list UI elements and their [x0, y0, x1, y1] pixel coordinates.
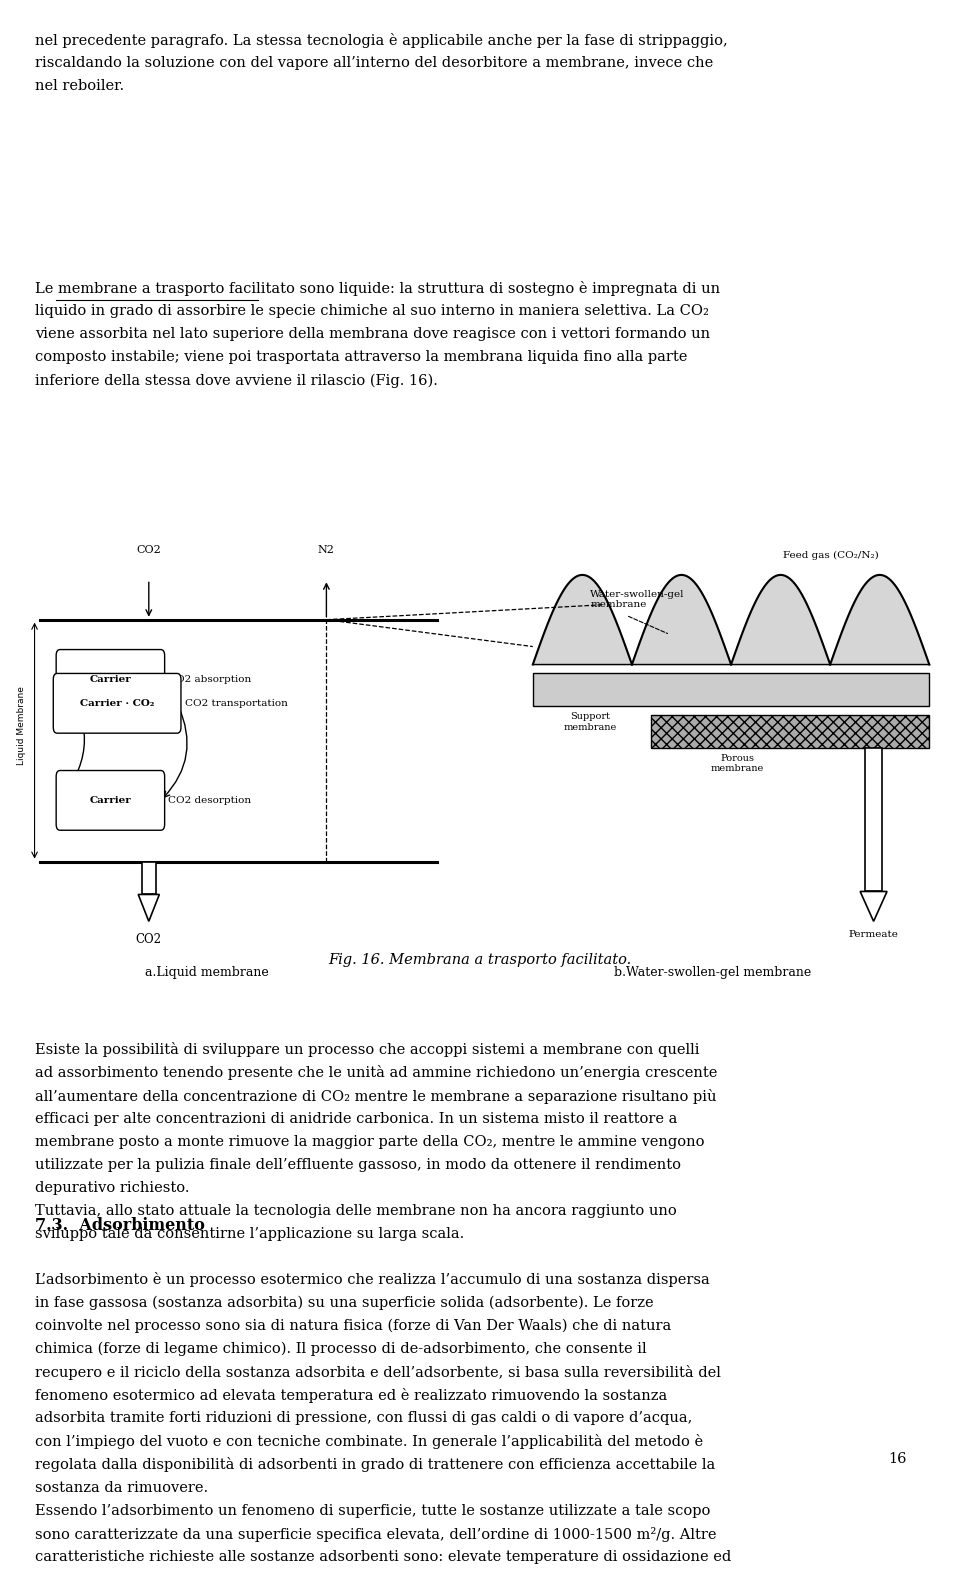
- Text: coinvolte nel processo sono sia di natura fisica (forze di Van Der Waals) che di: coinvolte nel processo sono sia di natur…: [35, 1319, 671, 1333]
- Text: 7.3.  Adsorbimento: 7.3. Adsorbimento: [35, 1217, 204, 1234]
- Text: sostanza da rimuovere.: sostanza da rimuovere.: [35, 1481, 208, 1495]
- FancyBboxPatch shape: [56, 649, 165, 709]
- Text: Carrier: Carrier: [89, 674, 132, 684]
- Text: in fase gassosa (sostanza adsorbita) su una superficie solida (adsorbente). Le f: in fase gassosa (sostanza adsorbita) su …: [35, 1295, 654, 1309]
- Text: Porous
membrane: Porous membrane: [710, 755, 764, 773]
- Text: inferiore della stessa dove avviene il rilascio (Fig. 16).: inferiore della stessa dove avviene il r…: [35, 373, 438, 388]
- Bar: [533, 673, 929, 706]
- Text: utilizzate per la pulizia finale dell’effluente gassoso, in modo da ottenere il : utilizzate per la pulizia finale dell’ef…: [35, 1159, 681, 1173]
- Text: recupero e il riciclo della sostanza adsorbita e dell’adsorbente, si basa sulla : recupero e il riciclo della sostanza ads…: [35, 1364, 721, 1380]
- Text: b.Water-swollen-gel membrane: b.Water-swollen-gel membrane: [613, 967, 811, 979]
- Text: fenomeno esotermico ad elevata temperatura ed è realizzato rimuovendo la sostanz: fenomeno esotermico ad elevata temperatu…: [35, 1388, 667, 1402]
- Text: sono caratterizzate da una superficie specifica elevata, dell’ordine di 1000-150: sono caratterizzate da una superficie sp…: [35, 1526, 716, 1542]
- Text: caratteristiche richieste alle sostanze adsorbenti sono: elevate temperature di : caratteristiche richieste alle sostanze …: [35, 1550, 732, 1564]
- Text: nel reboiler.: nel reboiler.: [35, 79, 124, 93]
- Text: 16: 16: [888, 1453, 907, 1467]
- Polygon shape: [860, 891, 887, 921]
- Text: CO2 transportation: CO2 transportation: [184, 700, 288, 707]
- Text: liquido in grado di assorbire le specie chimiche al suo interno in maniera selet: liquido in grado di assorbire le specie …: [35, 303, 708, 318]
- Text: nel precedente paragrafo. La stessa tecnologia è applicabile anche per la fase d: nel precedente paragrafo. La stessa tecn…: [35, 33, 728, 47]
- FancyBboxPatch shape: [53, 673, 180, 733]
- Text: a.Liquid membrane: a.Liquid membrane: [145, 967, 268, 979]
- Text: Water-swollen-gel
membrane: Water-swollen-gel membrane: [590, 590, 684, 610]
- Bar: [651, 715, 929, 748]
- Text: depurativo richiesto.: depurativo richiesto.: [35, 1181, 189, 1195]
- Text: membrane posto a monte rimuove la maggior parte della CO₂, mentre le ammine veng: membrane posto a monte rimuove la maggio…: [35, 1135, 705, 1149]
- Text: Fig. 16. Membrana a trasporto facilitato.: Fig. 16. Membrana a trasporto facilitato…: [328, 953, 632, 967]
- Text: all’aumentare della concentrazione di CO₂ mentre le membrane a separazione risul: all’aumentare della concentrazione di CO…: [35, 1088, 716, 1104]
- Text: adsorbita tramite forti riduzioni di pressione, con flussi di gas caldi o di vap: adsorbita tramite forti riduzioni di pre…: [35, 1412, 692, 1426]
- Text: CO2: CO2: [135, 934, 162, 946]
- Text: composto instabile; viene poi trasportata attraverso la membrana liquida fino al: composto instabile; viene poi trasportat…: [35, 351, 687, 365]
- Text: Esiste la possibilità di sviluppare un processo che accoppi sistemi a membrane c: Esiste la possibilità di sviluppare un p…: [35, 1042, 700, 1058]
- Text: chimica (forze di legame chimico). Il processo di de-adsorbimento, che consente : chimica (forze di legame chimico). Il pr…: [35, 1341, 647, 1357]
- Text: con l’impiego del vuoto e con tecniche combinate. In generale l’applicabilità de: con l’impiego del vuoto e con tecniche c…: [35, 1434, 703, 1449]
- Text: Permeate: Permeate: [849, 931, 899, 940]
- Text: Carrier · CO₂: Carrier · CO₂: [80, 700, 155, 707]
- Bar: [865, 748, 882, 891]
- Text: Support
membrane: Support membrane: [564, 712, 617, 731]
- Text: N2: N2: [318, 545, 335, 555]
- Text: L’adsorbimento è un processo esotermico che realizza l’accumulo di una sostanza : L’adsorbimento è un processo esotermico …: [35, 1272, 709, 1287]
- Text: ad assorbimento tenendo presente che le unità ad ammine richiedono un’energia cr: ad assorbimento tenendo presente che le …: [35, 1066, 717, 1080]
- Text: riscaldando la soluzione con del vapore all’interno del desorbitore a membrane, : riscaldando la soluzione con del vapore …: [35, 57, 713, 71]
- Bar: [142, 861, 156, 894]
- Text: Carrier: Carrier: [89, 795, 132, 805]
- Text: Le membrane a trasporto facilitato sono liquide: la struttura di sostegno è impr: Le membrane a trasporto facilitato sono …: [35, 281, 720, 296]
- Text: CO2: CO2: [136, 545, 161, 555]
- Text: Liquid Membrane: Liquid Membrane: [16, 687, 26, 766]
- Text: regolata dalla disponibilità di adsorbenti in grado di trattenere con efficienza: regolata dalla disponibilità di adsorben…: [35, 1457, 715, 1473]
- Text: Tuttavia, allo stato attuale la tecnologia delle membrane non ha ancora raggiunt: Tuttavia, allo stato attuale la tecnolog…: [35, 1204, 677, 1218]
- Text: sviluppo tale da consentirne l’applicazione su larga scala.: sviluppo tale da consentirne l’applicazi…: [35, 1228, 465, 1242]
- Text: viene assorbita nel lato superiore della membrana dove reagisce con i vettori fo: viene assorbita nel lato superiore della…: [35, 327, 710, 341]
- Text: Feed gas (CO₂/N₂): Feed gas (CO₂/N₂): [782, 550, 878, 560]
- FancyBboxPatch shape: [56, 770, 165, 830]
- Text: CO2 desorption: CO2 desorption: [169, 795, 252, 805]
- Polygon shape: [138, 894, 159, 921]
- Text: efficaci per alte concentrazioni di anidride carbonica. In un sistema misto il r: efficaci per alte concentrazioni di anid…: [35, 1111, 678, 1126]
- Text: Essendo l’adsorbimento un fenomeno di superficie, tutte le sostanze utilizzate a: Essendo l’adsorbimento un fenomeno di su…: [35, 1504, 710, 1517]
- Text: CO2 absorption: CO2 absorption: [169, 674, 252, 684]
